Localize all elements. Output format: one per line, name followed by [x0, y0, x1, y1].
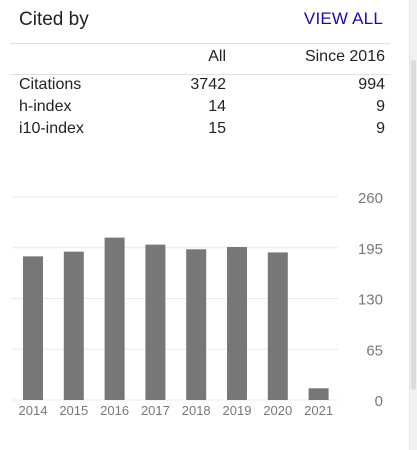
header-divider — [10, 43, 390, 44]
h-index-since-value: 9 — [376, 98, 385, 115]
i10-index-since-value: 9 — [376, 120, 385, 137]
x-tick-label: 2021 — [304, 403, 333, 418]
x-tick-label: 2020 — [263, 403, 292, 418]
view-all-link[interactable]: VIEW ALL — [303, 9, 383, 28]
h-index-all-value: 14 — [208, 98, 226, 115]
table-row-i10-index: i10-index 15 9 — [19, 120, 385, 142]
row-label-h-index[interactable]: h-index — [19, 98, 72, 115]
x-tick-label: 2014 — [19, 403, 48, 418]
citations-bar-chart-svg: 260 195 130 65 0 2014 2015 2016 2017 2018 2019 2020… — [12, 190, 383, 418]
y-tick-label: 65 — [366, 342, 383, 359]
x-tick-label: 2016 — [100, 403, 129, 418]
y-tick-label: 195 — [358, 241, 383, 258]
page-scrollbar[interactable] — [409, 0, 417, 450]
bar-2017[interactable] — [145, 244, 166, 400]
citation-stats-table: All Since 2016 Citations 3742 994 h-inde… — [19, 48, 385, 142]
bar-2019[interactable] — [227, 246, 247, 400]
bar-2021[interactable] — [308, 388, 329, 400]
row-label-citations[interactable]: Citations — [19, 76, 82, 93]
table-row-h-index: h-index 14 9 — [19, 98, 385, 120]
stats-header-row: All Since 2016 — [19, 48, 385, 76]
x-tick-label: 2019 — [223, 403, 252, 418]
bar-2018[interactable] — [186, 249, 207, 400]
y-tick-label: 130 — [358, 292, 383, 309]
y-tick-label: 0 — [375, 393, 383, 410]
x-tick-label: 2017 — [141, 403, 170, 418]
x-tick-label: 2018 — [182, 403, 211, 418]
citations-all-value: 3742 — [190, 76, 226, 93]
stats-header-divider — [10, 74, 390, 75]
row-label-i10-index[interactable]: i10-index — [19, 120, 84, 137]
column-header-since-2016: Since 2016 — [304, 48, 385, 65]
cited-by-title: Cited by — [19, 9, 89, 30]
scrollbar-thumb[interactable] — [411, 60, 416, 390]
bar-2020[interactable] — [267, 252, 288, 400]
i10-index-all-value: 15 — [208, 120, 226, 137]
citations-since-value: 994 — [358, 76, 385, 93]
x-tick-label: 2015 — [59, 403, 88, 418]
y-tick-label: 260 — [358, 190, 383, 207]
column-header-all: All — [208, 48, 226, 65]
table-row-citations: Citations 3742 994 — [19, 76, 385, 98]
bar-2015[interactable] — [63, 251, 84, 400]
citations-per-year-chart: 260 195 130 65 0 2014 2015 2016 2017 2018 2019 2020… — [0, 180, 417, 430]
bar-2016[interactable] — [104, 237, 125, 400]
bar-2014[interactable] — [23, 256, 43, 400]
cited-by-header: Cited by VIEW ALL — [19, 0, 389, 42]
